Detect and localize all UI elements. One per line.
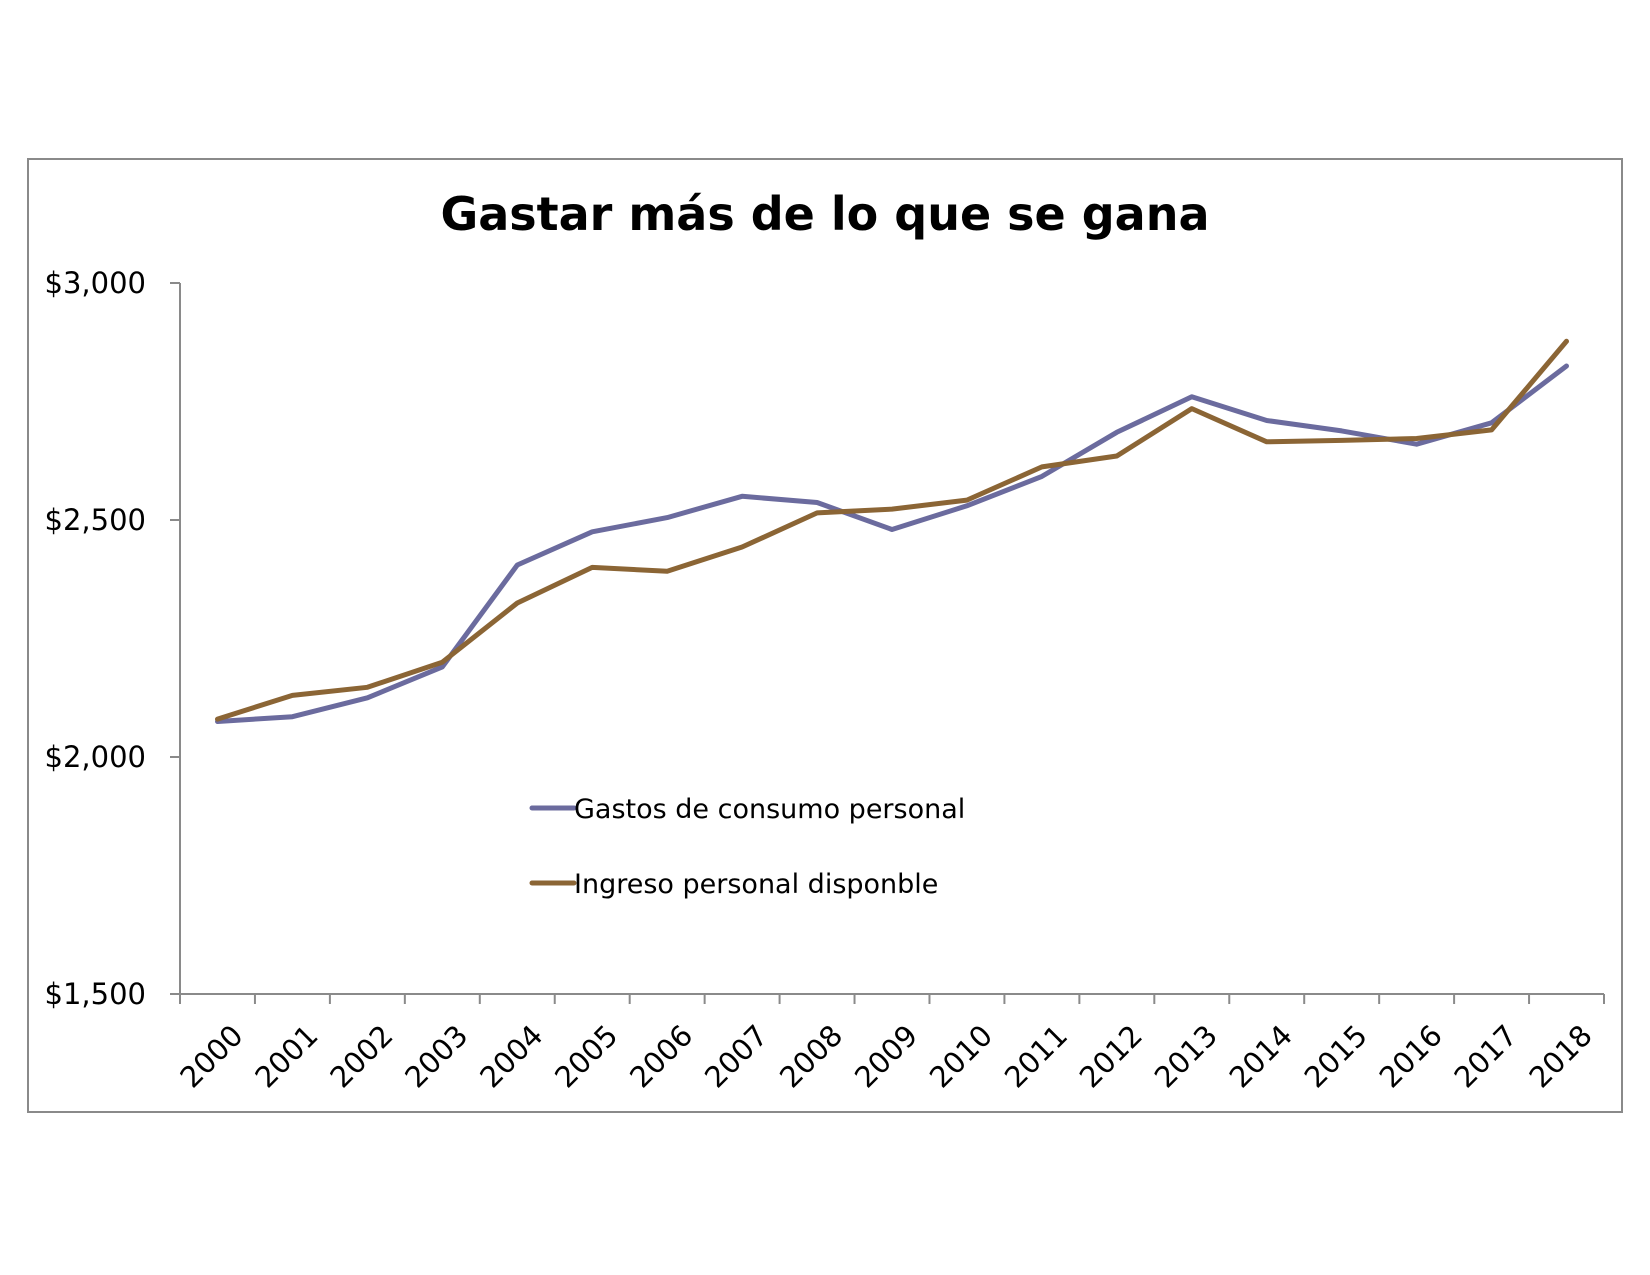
x-tick-label: 2014 [1223,1018,1299,1094]
x-tick-label: 2008 [773,1018,849,1094]
x-tick-label: 2001 [248,1018,324,1094]
x-tick-label: 2009 [848,1018,924,1094]
axes: $1,500 $2,000 $2,500 $3,000 2000200120022003… [45,266,1604,1094]
x-tick-label: 2004 [473,1018,549,1094]
x-tick-label: 2003 [398,1018,474,1094]
x-tick-label: 2016 [1373,1018,1449,1094]
series-lines [218,341,1567,721]
x-tick-label: 2000 [173,1018,249,1094]
x-tick-label: 2002 [323,1018,399,1094]
x-tick-label: 2013 [1148,1018,1224,1094]
x-tick-label: 2012 [1073,1018,1149,1094]
y-tick-label: $1,500 [45,977,146,1011]
y-tick-label: $2,000 [45,740,146,774]
y-tick-label: $2,500 [45,503,146,537]
x-tick-label: 2017 [1448,1018,1524,1094]
x-tick-label: 2007 [698,1018,774,1094]
x-tick-label: 2005 [548,1018,624,1094]
x-tick-label: 2011 [998,1018,1074,1094]
x-tick-label: 2018 [1523,1018,1599,1094]
legend-label: Gastos de consumo personal [574,794,965,825]
legend: Gastos de consumo personal Ingreso person… [532,794,965,900]
chart-title: Gastar más de lo que se gana [440,187,1209,241]
x-tick-label: 2006 [623,1018,699,1094]
x-tick-label: 2015 [1298,1018,1374,1094]
x-tick-label: 2010 [923,1018,999,1094]
legend-label: Ingreso personal disponble [574,869,938,900]
y-tick-label: $3,000 [45,266,146,300]
